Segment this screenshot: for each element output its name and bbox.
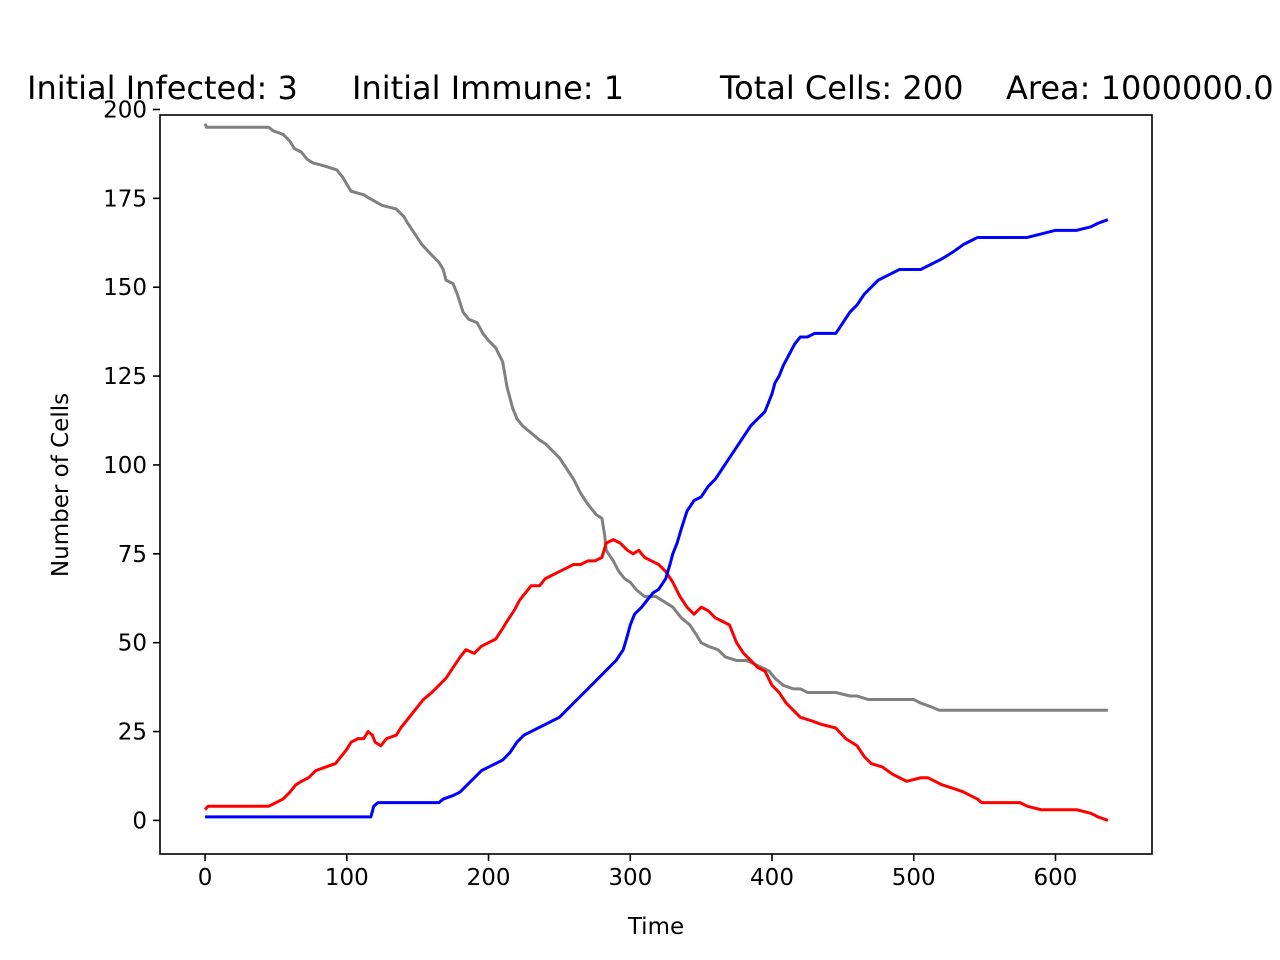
series-layer <box>203 123 1109 822</box>
title-total-cells: Total Cells: 200 <box>719 69 963 107</box>
series-line-1 <box>203 538 1109 822</box>
y-tick-label: 75 <box>118 542 147 568</box>
y-tick-label: 200 <box>103 97 147 123</box>
x-tick-label: 400 <box>750 865 794 891</box>
x-tick-label: 600 <box>1034 865 1078 891</box>
y-tick-label: 0 <box>132 808 147 834</box>
series-line-0 <box>203 123 1108 712</box>
x-tick-label: 0 <box>198 865 213 891</box>
y-tick-label: 25 <box>118 720 147 746</box>
x-axis-ticks: 0 100 200 300 400 500 600 <box>198 854 1078 891</box>
x-axis-label: Time <box>627 914 684 940</box>
x-tick-label: 500 <box>892 865 936 891</box>
plot-frame <box>159 114 1153 855</box>
title-initial-immune: Initial Immune: 1 <box>352 69 624 107</box>
x-tick-label: 300 <box>608 865 652 891</box>
x-tick-label: 200 <box>467 865 511 891</box>
y-tick-label: 150 <box>103 275 147 301</box>
series-line-2 <box>205 218 1109 819</box>
title-area: Area: 1000000.0 <box>1006 69 1274 107</box>
y-tick-label: 100 <box>103 453 147 479</box>
y-tick-label: 175 <box>103 186 147 212</box>
y-tick-label: 50 <box>118 631 147 657</box>
y-tick-label: 125 <box>103 364 147 390</box>
chart-title: Initial Infected: 3 Initial Immune: 1 To… <box>27 69 1274 107</box>
title-initial-infected: Initial Infected: 3 <box>27 69 298 107</box>
x-tick-label: 100 <box>325 865 369 891</box>
y-axis-ticks: 0 25 50 75 100 125 150 175 200 <box>103 97 160 834</box>
y-axis-label: Number of Cells <box>48 393 74 577</box>
